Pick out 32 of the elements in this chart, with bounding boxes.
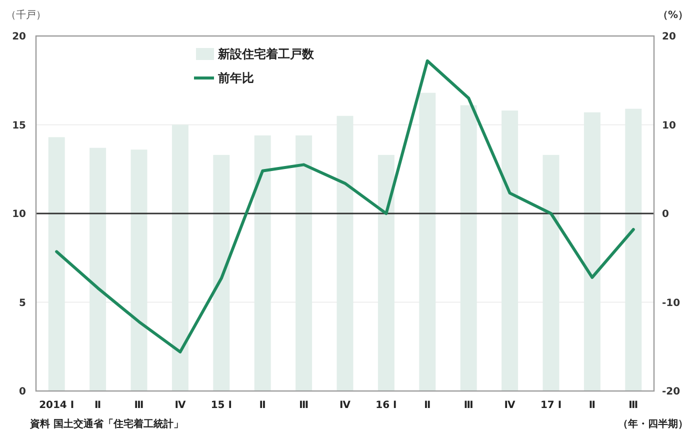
y-tick-label: 0	[19, 386, 26, 398]
y2-tick-label: -10	[662, 298, 680, 309]
x-tick-label: Ⅲ	[299, 400, 309, 411]
x-tick-label: Ⅱ	[588, 400, 596, 411]
x-tick-label: Ⅳ	[340, 400, 350, 411]
x-tick-label: Ⅲ	[134, 400, 144, 411]
y2-tick-label: 0	[662, 209, 669, 220]
y-tick-label: 5	[19, 298, 26, 309]
y-tick-label: 10	[12, 209, 26, 220]
x-tick-label: Ⅲ	[464, 400, 474, 411]
y-tick-label: 20	[12, 32, 26, 42]
x-tick-label: 2014 Ⅰ	[39, 400, 74, 411]
x-tick-label: 17 Ⅰ	[540, 400, 562, 411]
x-axis-title: （年・四半期）	[618, 418, 688, 430]
x-tick-label: 15 Ⅰ	[210, 400, 232, 411]
y-tick-label: 15	[12, 120, 26, 132]
x-tick-label: Ⅳ	[504, 400, 516, 411]
x-tick-label: Ⅳ	[174, 400, 186, 411]
y2-tick-label: 20	[662, 32, 676, 42]
text: 資料 国土交通省「住宅着工統計」	[29, 418, 184, 430]
x-tick-label: Ⅱ	[424, 400, 431, 411]
y-axis-title: （千戸）	[6, 9, 46, 21]
x-tick-label: Ⅲ	[628, 400, 638, 411]
y2-tick-label: 10	[662, 120, 676, 132]
x-tick-label: Ⅱ	[259, 400, 266, 411]
legend-label: 前年比	[217, 71, 254, 86]
y2-tick-label: -20	[662, 386, 680, 398]
legend-label: 新設住宅着工戸数	[217, 47, 315, 62]
x-tick-label: 16 Ⅰ	[376, 400, 397, 411]
x-tick-label: Ⅱ	[94, 400, 102, 411]
y2-axis-title: （%）	[658, 10, 688, 21]
line-series	[55, 59, 635, 354]
